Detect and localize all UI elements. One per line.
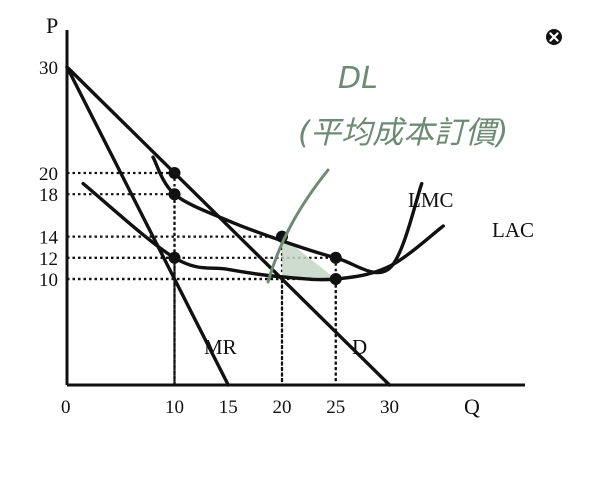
x-tick-label: 20 bbox=[273, 397, 292, 418]
y-tick-label: 10 bbox=[39, 270, 58, 291]
close-icon[interactable] bbox=[546, 29, 562, 45]
data-point bbox=[168, 188, 181, 201]
dl-annotation: DL bbox=[338, 61, 378, 96]
series-lac-line bbox=[81, 181, 445, 282]
x-tick-label: 15 bbox=[219, 397, 238, 418]
series-mr-line bbox=[65, 65, 230, 387]
label-lmc: LMC bbox=[408, 188, 454, 212]
data-point bbox=[329, 273, 342, 285]
origin-label: 0 bbox=[61, 397, 71, 418]
series-d-line bbox=[65, 65, 392, 387]
x-tick-label: 10 bbox=[165, 397, 184, 418]
y-tick-label: 20 bbox=[39, 164, 58, 185]
y-tick-label: 14 bbox=[39, 228, 59, 249]
dl-note-annotation: (平均成本訂價) bbox=[298, 115, 508, 151]
series-lines bbox=[65, 65, 445, 387]
x-tick-label: 30 bbox=[380, 397, 399, 418]
y-axis-title: P bbox=[46, 13, 58, 38]
data-point bbox=[329, 251, 342, 264]
label-d: D bbox=[352, 335, 367, 359]
y-tick-label: 12 bbox=[39, 249, 58, 270]
label-lac: LAC bbox=[492, 218, 534, 242]
curve-labels: D MR LMC LAC bbox=[204, 188, 534, 359]
label-mr: MR bbox=[204, 335, 237, 359]
x-axis-title: Q bbox=[464, 394, 480, 419]
data-point bbox=[168, 167, 181, 179]
y-tick-label: 30 bbox=[39, 58, 58, 79]
x-tick-label: 25 bbox=[326, 397, 345, 418]
data-point bbox=[168, 251, 181, 264]
annotation-arrow bbox=[266, 168, 330, 284]
y-tick-label: 18 bbox=[39, 185, 58, 206]
data-points bbox=[168, 167, 342, 285]
